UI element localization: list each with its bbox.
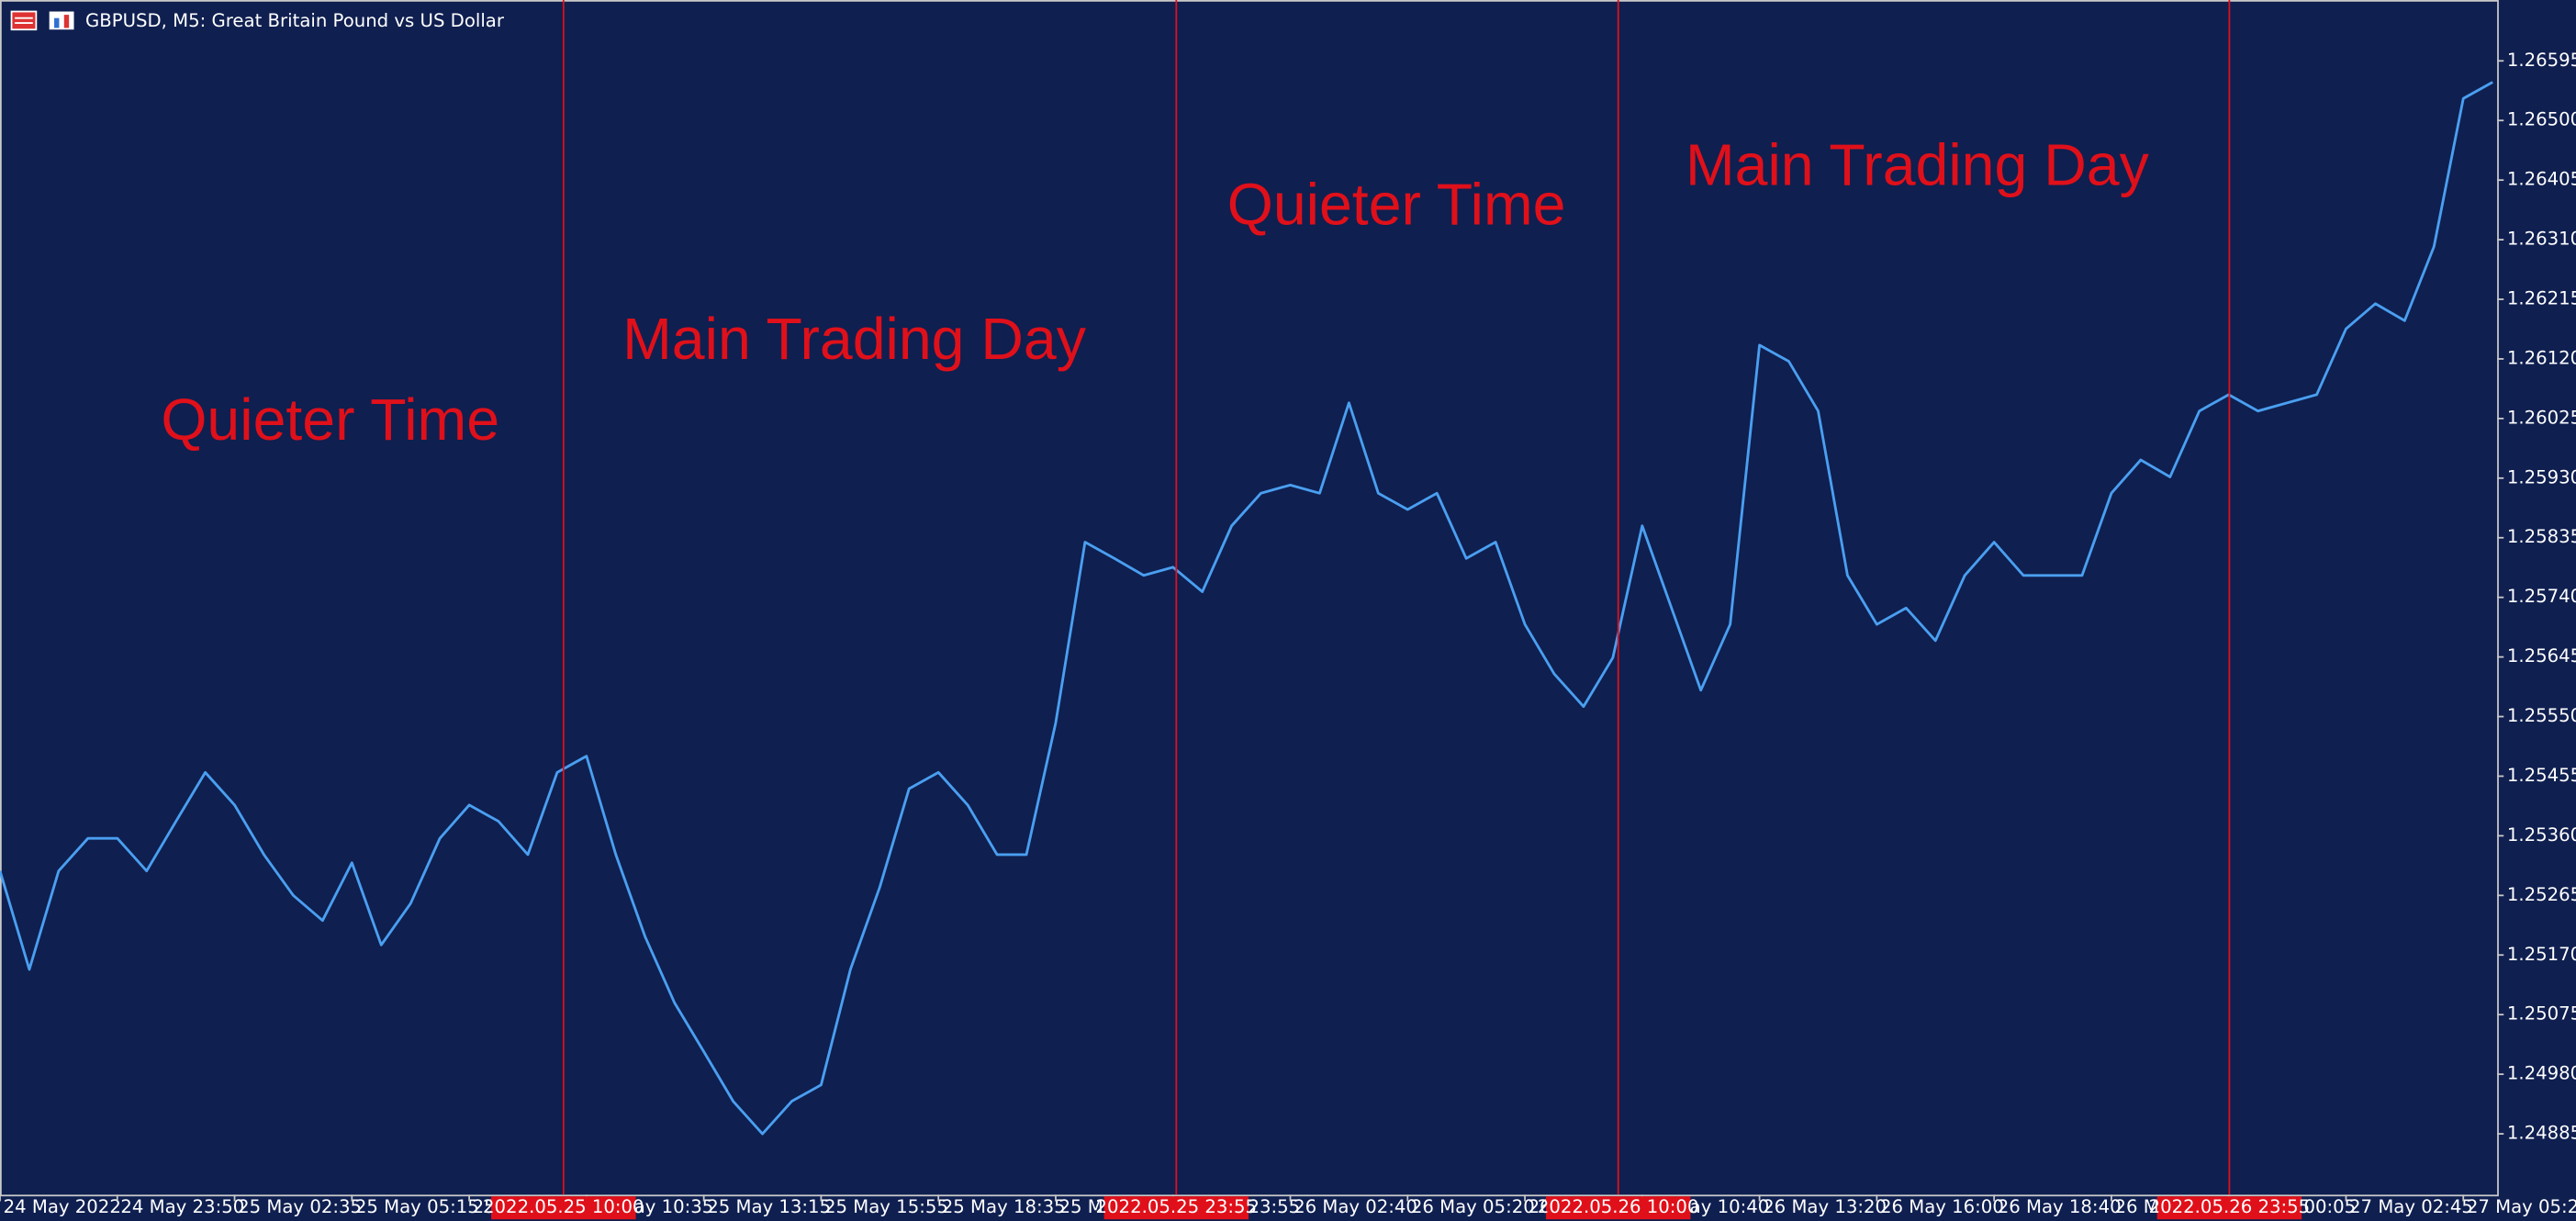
x-tick-label: 26 May 18:40 <box>1998 1196 2122 1217</box>
y-tick-label: 1.25360 <box>2507 824 2576 846</box>
annotation: Main Trading Day <box>1686 131 2150 197</box>
separator-label: 2022.05.25 10:00 <box>483 1196 644 1217</box>
y-tick-label: 1.26025 <box>2507 407 2576 428</box>
x-tick-label: 25 May 05:15 <box>355 1196 479 1217</box>
y-tick-label: 1.26120 <box>2507 347 2576 368</box>
y-tick-label: 1.26405 <box>2507 169 2576 190</box>
x-tick-label: 26 May 02:40 <box>1294 1196 1417 1217</box>
x-tick-label: 25 May 15:55 <box>824 1196 948 1217</box>
x-tick-label: 26 May 05:20 <box>1411 1196 1535 1217</box>
chart-title: GBPUSD, M5: Great Britain Pound vs US Do… <box>85 10 505 31</box>
y-tick-label: 1.25455 <box>2507 765 2576 786</box>
separator-label-box <box>1103 1196 1249 1220</box>
chart-icon <box>10 10 74 31</box>
x-tick-label: 24 May 23:50 <box>120 1196 244 1217</box>
y-tick-label: 1.26500 <box>2507 109 2576 130</box>
separator-label-box <box>491 1196 636 1220</box>
x-tick-label: 25 May 13:15 <box>707 1196 831 1217</box>
price-line <box>0 81 2493 1136</box>
y-tick-label: 1.25740 <box>2507 586 2576 607</box>
y-tick-label: 1.26310 <box>2507 229 2576 250</box>
x-tick-label: 26 May 13:20 <box>1763 1196 1887 1217</box>
y-tick-label: 1.25170 <box>2507 944 2576 965</box>
x-tick-label: 26 May 16:00 <box>1880 1196 2004 1217</box>
y-tick-label: 1.25265 <box>2507 884 2576 905</box>
x-tick-label: 25 May 18:35 <box>942 1196 1066 1217</box>
x-tick-label: 27 May 02:45 <box>2349 1196 2473 1217</box>
y-tick-label: 1.25930 <box>2507 466 2576 487</box>
y-tick-label: 1.25550 <box>2507 705 2576 726</box>
separator-label: 2022.05.26 10:00 <box>1538 1196 1699 1217</box>
separator-label-box <box>2156 1196 2302 1220</box>
y-tick-label: 1.25075 <box>2507 1003 2576 1025</box>
x-tick-label: 25 May 02:35 <box>238 1196 362 1217</box>
y-tick-label: 1.24980 <box>2507 1063 2576 1084</box>
separator-label: 2022.05.26 23:55 <box>2149 1196 2311 1217</box>
y-tick-label: 1.26595 <box>2507 50 2576 71</box>
y-tick-label: 1.25835 <box>2507 526 2576 547</box>
y-tick-label: 1.24885 <box>2507 1123 2576 1144</box>
y-tick-label: 1.26215 <box>2507 288 2576 309</box>
x-tick-label: 24 May 2022 <box>4 1196 121 1217</box>
annotation: Main Trading Day <box>622 306 1087 372</box>
annotation: Quieter Time <box>1227 171 1566 237</box>
separator-label: 2022.05.25 23:55 <box>1096 1196 1258 1217</box>
x-tick-label: 27 May 05:25 <box>2467 1196 2576 1217</box>
annotation: Quieter Time <box>161 386 499 453</box>
separator-label-box <box>1545 1196 1691 1220</box>
y-tick-label: 1.25645 <box>2507 645 2576 667</box>
